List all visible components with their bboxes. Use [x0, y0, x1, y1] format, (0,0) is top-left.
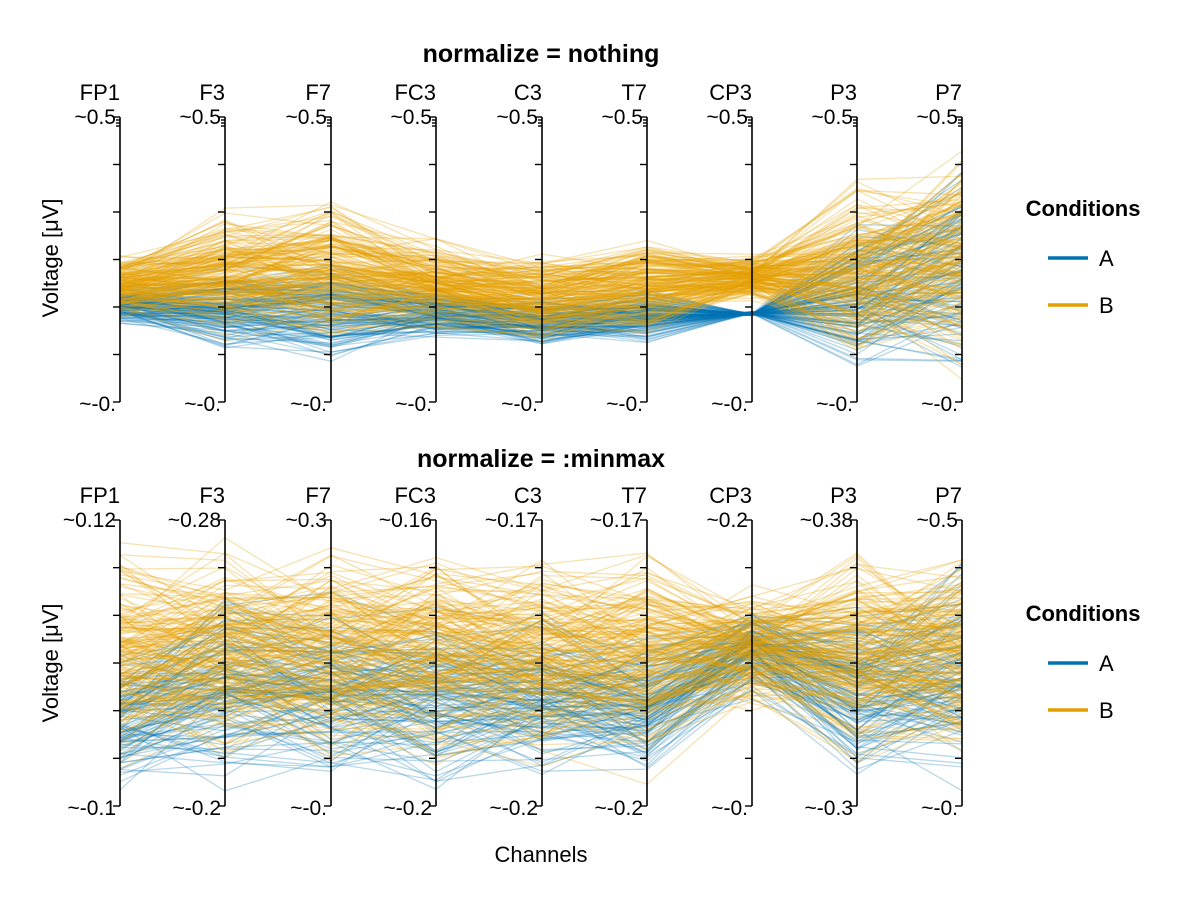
axis-bottom-tick-label: ~-0. [921, 797, 958, 820]
channel-label: CP3 [709, 483, 752, 508]
x-axis-title: Channels [495, 842, 588, 867]
channel-label: FC3 [394, 483, 436, 508]
axis-top-tick-label: ~0.3 [286, 509, 327, 532]
axis-bottom-tick-label: ~-0. [395, 393, 432, 416]
axis-top-tick-label: ~0.5 [917, 509, 958, 532]
panel-normalize-nothing: FP1~0.5~-0.F3~0.5~-0.F7~0.5~-0.FC3~0.5~-… [38, 40, 1140, 416]
channel-label: FP1 [80, 483, 120, 508]
legend-label-a: A [1099, 246, 1114, 271]
panel-normalize-minmax: FP1~0.12~-0.1F3~0.28~-0.2F7~0.3~-0.FC3~0… [38, 445, 1140, 867]
axis-bottom-tick-label: ~-0.3 [805, 797, 853, 820]
axis-bottom-tick-label: ~-0. [711, 393, 748, 416]
axis-top-tick-label: ~0.5 [812, 106, 853, 129]
axis-bottom-tick-label: ~-0.2 [173, 797, 221, 820]
axis-top-tick-label: ~0.5 [707, 106, 748, 129]
channel-label: F3 [199, 80, 225, 105]
axis-top-tick-label: ~0.38 [800, 509, 853, 532]
axis-top-tick-label: ~0.5 [602, 106, 643, 129]
axis-top-tick-label: ~0.5 [75, 106, 116, 129]
axis-top-tick-label: ~0.5 [286, 106, 327, 129]
axis-bottom-tick-label: ~-0. [606, 393, 643, 416]
axis-top-tick-label: ~0.12 [63, 509, 116, 532]
axis-bottom-tick-label: ~-0. [290, 393, 327, 416]
series-lines-group [119, 536, 963, 792]
channel-label: C3 [514, 80, 542, 105]
legend-label-b: B [1099, 698, 1114, 723]
axis-bottom-tick-label: ~-0. [501, 393, 538, 416]
channel-label: FP1 [80, 80, 120, 105]
axis-bottom-tick-label: ~-0. [79, 393, 116, 416]
channel-label: T7 [621, 483, 647, 508]
channel-label: T7 [621, 80, 647, 105]
axis-bottom-tick-label: ~-0. [711, 797, 748, 820]
axis-top-tick-label: ~0.2 [707, 509, 748, 532]
channel-label: P7 [935, 483, 962, 508]
channel-label: P3 [830, 80, 857, 105]
parallel-axes-group: FP1~0.12~-0.1F3~0.28~-0.2F7~0.3~-0.FC3~0… [63, 483, 963, 820]
axis-bottom-tick-label: ~-0.2 [384, 797, 432, 820]
axis-top-tick-label: ~0.5 [917, 106, 958, 129]
channel-label: F7 [305, 483, 331, 508]
y-axis-title: Voltage [μV] [38, 603, 63, 722]
axis-top-tick-label: ~0.5 [391, 106, 432, 129]
legend-title: Conditions [1026, 601, 1141, 626]
legend-label-a: A [1099, 651, 1114, 676]
channel-label: F3 [199, 483, 225, 508]
channel-label: P7 [935, 80, 962, 105]
axis-bottom-tick-label: ~-0.1 [68, 797, 116, 820]
axis-bottom-tick-label: ~-0. [184, 393, 221, 416]
channel-label: C3 [514, 483, 542, 508]
axis-top-tick-label: ~0.16 [379, 509, 432, 532]
legend-title: Conditions [1026, 196, 1141, 221]
axis-bottom-tick-label: ~-0.2 [490, 797, 538, 820]
series-lines-group [119, 150, 963, 381]
axis-top-tick-label: ~0.5 [180, 106, 221, 129]
legend: Conditions AB [1026, 601, 1141, 723]
channel-label: F7 [305, 80, 331, 105]
legend-label-b: B [1099, 293, 1114, 318]
axis-top-tick-label: ~0.17 [485, 509, 538, 532]
y-axis-title: Voltage [μV] [38, 198, 63, 317]
legend: Conditions AB [1026, 196, 1141, 318]
channel-label: CP3 [709, 80, 752, 105]
axis-bottom-tick-label: ~-0. [290, 797, 327, 820]
parallel-axes-group: FP1~0.5~-0.F3~0.5~-0.F7~0.5~-0.FC3~0.5~-… [75, 80, 963, 416]
panel-title: normalize = nothing [423, 40, 660, 68]
axis-bottom-tick-label: ~-0. [816, 393, 853, 416]
axis-top-tick-label: ~0.5 [497, 106, 538, 129]
channel-label: P3 [830, 483, 857, 508]
axis-top-tick-label: ~0.28 [168, 509, 221, 532]
channel-label: FC3 [394, 80, 436, 105]
axis-bottom-tick-label: ~-0.2 [595, 797, 643, 820]
panel-title: normalize = :minmax [417, 445, 665, 473]
axis-bottom-tick-label: ~-0. [921, 393, 958, 416]
axis-top-tick-label: ~0.17 [590, 509, 643, 532]
